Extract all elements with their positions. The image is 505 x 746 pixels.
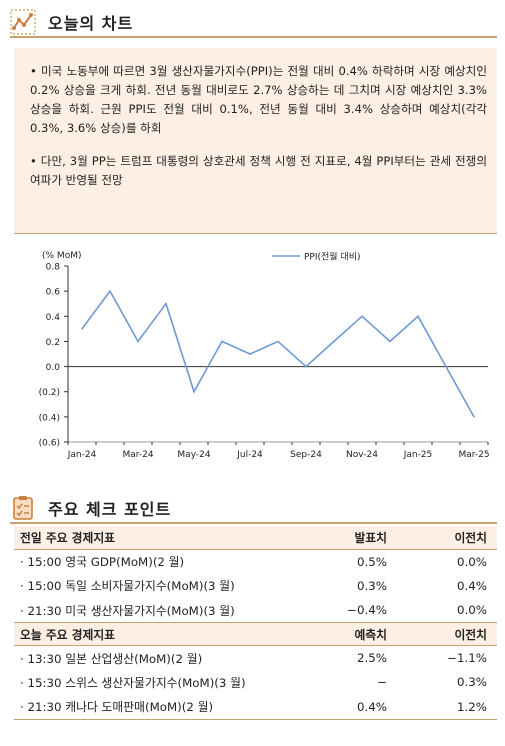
y-tick-label: 0.8 — [46, 263, 61, 273]
data-point — [221, 340, 223, 343]
section-title: 오늘의 차트 — [48, 14, 134, 33]
section-header-todays-chart: 오늘의 차트 — [10, 8, 497, 38]
col-header: 발표치 — [314, 526, 397, 550]
y-axis-label: (% MoM) — [42, 251, 81, 261]
data-point — [445, 365, 447, 368]
col-header: 전일 주요 경제지표 — [14, 526, 314, 550]
col-header: 오늘 주요 경제지표 — [14, 622, 314, 646]
data-point — [473, 416, 475, 418]
indicator-name: · 21:30 캐나다 도매판매(MoM)(2 월) — [14, 694, 314, 720]
col-header: 이전치 — [397, 622, 497, 646]
y-tick-label: (0.6) — [39, 439, 60, 449]
data-point — [389, 340, 391, 343]
indicator-name: · 21:30 미국 생산자물가지수(MoM)(3 월) — [20, 603, 235, 618]
table-row: · 21:30 캐나다 도매판매(MoM)(2 월) 0.4% 1.2% — [14, 694, 497, 720]
table-row: · 15:30 스위스 생산자물가지수(MoM)(3 월) − 0.3% — [14, 670, 497, 695]
data-point — [165, 302, 167, 305]
x-tick-label: Nov-24 — [346, 450, 378, 460]
y-tick-label: (0.2) — [39, 388, 60, 398]
indicator-name: · 15:30 스위스 생산자물가지수(MoM)(3 월) — [20, 675, 246, 690]
chart-icon — [10, 9, 36, 35]
data-point — [81, 328, 83, 330]
data-point — [277, 340, 279, 343]
table-row: · 15:00 영국 GDP(MoM)(2 월) 0.5% 0.0% — [14, 549, 497, 574]
actual-value: 0.5% — [357, 554, 387, 569]
x-tick-label: Sep-24 — [290, 450, 322, 460]
data-point — [417, 315, 419, 318]
table-header-row: 오늘 주요 경제지표 예측치 이전치 — [14, 622, 497, 646]
section-title: 주요 체크 포인트 — [48, 500, 172, 519]
x-tick-label: Jul-24 — [236, 450, 263, 460]
indicator-table: 전일 주요 경제지표 발표치 이전치 · 15:00 영국 GDP(MoM)(2… — [14, 526, 497, 720]
forecast-value: − — [377, 675, 387, 690]
data-point — [305, 365, 307, 368]
x-tick-label: May-24 — [177, 450, 210, 460]
y-tick-label: 0.2 — [46, 338, 60, 348]
actual-value: 0.3% — [357, 578, 387, 593]
x-tick-label: Jan-24 — [67, 450, 97, 460]
table-row: · 21:30 미국 생산자물가지수(MoM)(3 월) −0.4% 0.0% — [14, 598, 497, 623]
section-header-check-points: 주요 체크 포인트 — [10, 494, 497, 524]
summary-bullet-2: • 다만, 3월 PP는 트럼프 대통령의 상호관세 정책 시행 전 지표로, … — [30, 154, 487, 187]
previous-value: 0.4% — [457, 578, 487, 593]
previous-value: −1.1% — [447, 651, 487, 665]
table-row: · 13:30 일본 산업생산(MoM)(2 월) 2.5% −1.1% — [14, 646, 497, 671]
y-tick-label: 0.0 — [46, 363, 61, 373]
indicator-name: · 15:00 영국 GDP(MoM)(2 월) — [20, 555, 185, 569]
checklist-icon — [13, 496, 33, 520]
data-point — [361, 315, 363, 318]
legend-label: PPI(전월 대비) — [304, 251, 361, 263]
actual-value: −0.4% — [347, 603, 387, 617]
previous-value: 0.0% — [457, 554, 487, 569]
summary-bullet-1: • 미국 노동부에 따르면 3월 생산자물가지수(PPI)는 전월 대비 0.4… — [30, 64, 487, 135]
indicator-name: · 13:30 일본 산업생산(MoM)(2 월) — [20, 651, 203, 666]
x-tick-label: Mar-25 — [458, 450, 489, 460]
data-point — [333, 340, 335, 343]
x-tick-label: Jan-25 — [403, 450, 433, 460]
y-tick-label: 0.6 — [46, 288, 61, 298]
data-point — [193, 390, 195, 393]
forecast-value: 0.4% — [314, 694, 397, 720]
previous-value: 0.0% — [457, 603, 487, 617]
ppi-line-chart: 0.8 0.6 0.4 0.2 0.0 (0.2) (0.4) (0.6) (% MoM) Jan… — [39, 251, 490, 461]
col-header: 이전치 — [397, 526, 497, 550]
data-point — [109, 290, 111, 292]
data-point — [137, 340, 139, 343]
previous-value: 0.3% — [457, 675, 487, 690]
table-header-row: 전일 주요 경제지표 발표치 이전치 — [14, 526, 497, 550]
indicator-name: · 15:00 독일 소비자물가지수(MoM)(3 월) — [20, 579, 235, 594]
y-tick-label: 0.4 — [46, 313, 61, 323]
previous-value: 1.2% — [397, 694, 497, 720]
table-row: · 15:00 독일 소비자물가지수(MoM)(3 월) 0.3% 0.4% — [14, 574, 497, 599]
forecast-value: 2.5% — [357, 651, 387, 665]
col-header: 예측치 — [314, 622, 397, 646]
y-tick-label: (0.4) — [39, 413, 60, 423]
series-line — [81, 289, 475, 418]
x-tick-label: Mar-24 — [122, 450, 153, 460]
data-point — [249, 353, 251, 355]
summary-box: • 미국 노동부에 따르면 3월 생산자물가지수(PPI)는 전월 대비 0.4… — [14, 48, 497, 234]
